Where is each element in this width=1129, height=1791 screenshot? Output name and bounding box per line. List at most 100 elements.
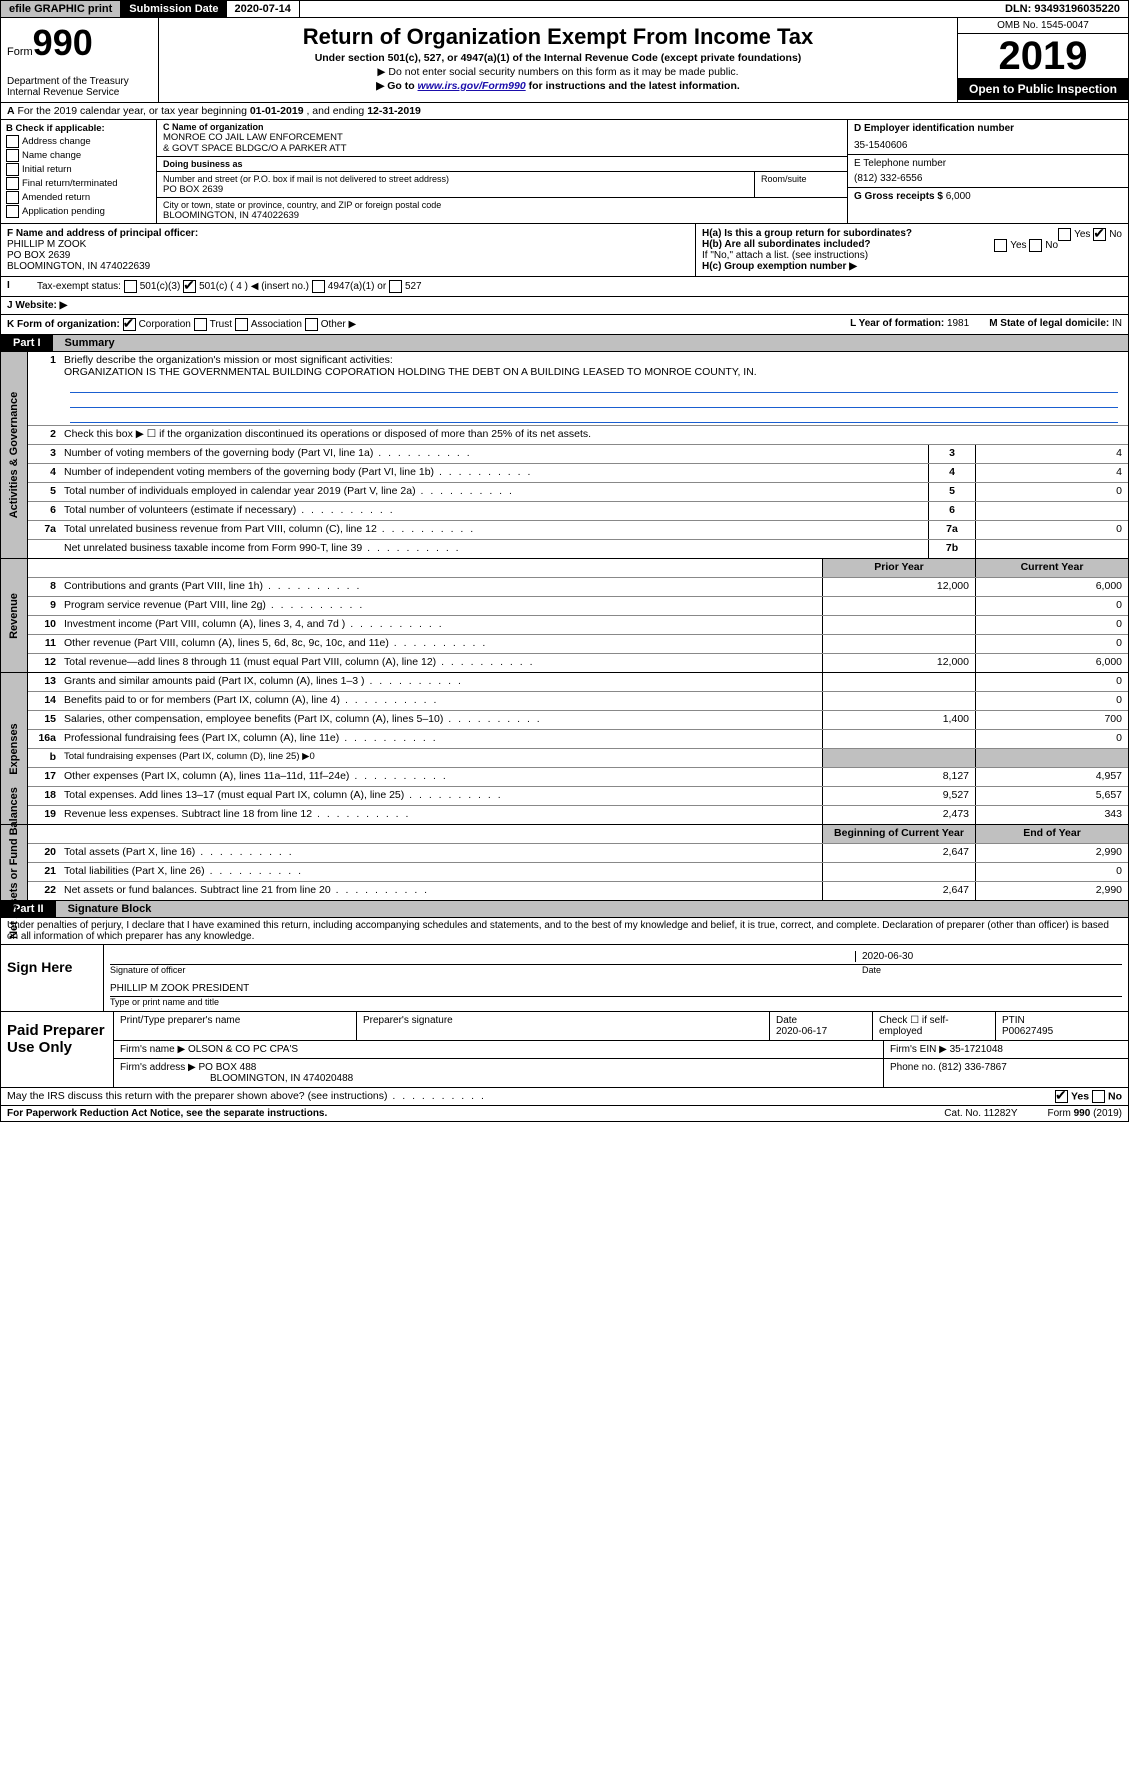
h-column: H(a) Is this a group return for subordin…: [696, 224, 1128, 276]
tax-exempt: Tax-exempt status: 501(c)(3) 501(c) ( 4 …: [31, 277, 1128, 296]
checkbox-icon[interactable]: [123, 318, 136, 331]
irs-link[interactable]: www.irs.gov/Form990: [418, 80, 526, 92]
checkbox-icon[interactable]: [1058, 228, 1071, 241]
footer-cat: Cat. No. 11282Y: [944, 1108, 1017, 1119]
dln: DLN: 93493196035220: [997, 1, 1128, 17]
q1-text: ORGANIZATION IS THE GOVERNMENTAL BUILDIN…: [64, 366, 757, 378]
firm-name: Firm's name ▶ OLSON & CO PC CPA'S: [114, 1041, 884, 1058]
form-number: 990: [33, 22, 93, 63]
b-item[interactable]: Final return/terminated: [6, 177, 151, 190]
line-num: [28, 559, 60, 577]
b-item[interactable]: Application pending: [6, 205, 151, 218]
table-row: 9 Program service revenue (Part VIII, li…: [28, 596, 1128, 615]
table-row: 20 Total assets (Part X, line 16) 2,647 …: [28, 843, 1128, 862]
firm-addr1: PO BOX 488: [199, 1062, 257, 1073]
line-desc: Other revenue (Part VIII, column (A), li…: [60, 635, 822, 653]
tax-year: 2019: [958, 34, 1128, 78]
addr-value: PO BOX 2639: [163, 184, 748, 195]
part1-label: Part I: [1, 335, 53, 351]
gross-label: G Gross receipts $: [854, 191, 943, 202]
b-item[interactable]: Amended return: [6, 191, 151, 204]
efile-button[interactable]: efile GRAPHIC print: [1, 1, 121, 17]
line-num: [28, 540, 60, 558]
arrow2b: for instructions and the latest informat…: [526, 80, 740, 92]
checkbox-icon[interactable]: [305, 318, 318, 331]
prior-value: [822, 597, 975, 615]
city-label: City or town, state or province, country…: [163, 200, 841, 210]
side-text: Net Assets or Fund Balances: [8, 787, 20, 939]
revenue-block: Revenue Prior Year Current Year 8 Contri…: [0, 559, 1129, 673]
line-a: A For the 2019 calendar year, or tax yea…: [0, 103, 1129, 120]
title-box: Return of Organization Exempt From Incom…: [159, 18, 957, 102]
expenses-body: 13 Grants and similar amounts paid (Part…: [28, 673, 1128, 824]
dln-value: 93493196035220: [1034, 3, 1120, 15]
addr-label: Number and street (or P.O. box if mail i…: [163, 174, 748, 184]
checkbox-icon[interactable]: [1055, 1090, 1068, 1103]
paid-label: Paid Preparer Use Only: [1, 1012, 114, 1087]
line-desc: Total number of individuals employed in …: [60, 483, 928, 501]
sig-line2: PHILLIP M ZOOK PRESIDENT: [110, 981, 1122, 997]
b-item[interactable]: Name change: [6, 149, 151, 162]
c-name-block: C Name of organization MONROE CO JAIL LA…: [157, 120, 847, 157]
checkbox-icon[interactable]: [1029, 239, 1042, 252]
table-row: Net unrelated business taxable income fr…: [28, 539, 1128, 558]
grey-cell: [975, 749, 1128, 767]
checkbox-icon[interactable]: [1092, 1090, 1105, 1103]
phone-value: (812) 332-6556: [854, 173, 1122, 184]
checkbox-icon[interactable]: [994, 239, 1007, 252]
table-row: 4 Number of independent voting members o…: [28, 463, 1128, 482]
rev-head: Prior Year Current Year: [28, 559, 1128, 577]
checkbox-icon[interactable]: [6, 149, 19, 162]
prior-value: 12,000: [822, 654, 975, 672]
no-label: No: [1108, 1090, 1122, 1102]
checkbox-icon[interactable]: [124, 280, 137, 293]
b-item[interactable]: Initial return: [6, 163, 151, 176]
line-desc: Salaries, other compensation, employee b…: [60, 711, 822, 729]
prior-value: [822, 730, 975, 748]
blue-rule: [70, 408, 1118, 423]
line-desc: Investment income (Part VIII, column (A)…: [60, 616, 822, 634]
line-num: 9: [28, 597, 60, 615]
sig-officer-label: Signature of officer: [110, 965, 862, 975]
dln-label: DLN:: [1005, 3, 1031, 15]
line-num: 6: [28, 502, 60, 520]
end-value: 0: [975, 863, 1128, 881]
officer-name: PHILLIP M ZOOK: [7, 239, 689, 250]
checkbox-icon[interactable]: [6, 163, 19, 176]
b-item-label: Address change: [22, 136, 91, 147]
table-row: 21 Total liabilities (Part X, line 26) 0: [28, 862, 1128, 881]
sign-body: 2020-06-30 Signature of officer Date PHI…: [104, 945, 1128, 1011]
paid-row1: Print/Type preparer's name Preparer's si…: [114, 1012, 1128, 1041]
checkbox-icon[interactable]: [235, 318, 248, 331]
no-label: No: [1045, 240, 1058, 251]
line-value: 0: [975, 483, 1128, 501]
checkbox-icon[interactable]: [6, 191, 19, 204]
j-row: J Website: ▶: [0, 297, 1129, 315]
city-block: City or town, state or province, country…: [157, 198, 847, 223]
checkbox-icon[interactable]: [194, 318, 207, 331]
hb-label: H(b) Are all subordinates included?: [702, 239, 871, 250]
line-desc: Total revenue—add lines 8 through 11 (mu…: [60, 654, 822, 672]
footer-row: For Paperwork Reduction Act Notice, see …: [0, 1106, 1129, 1122]
checkbox-icon[interactable]: [1093, 228, 1106, 241]
checkbox-icon[interactable]: [6, 205, 19, 218]
omb-box: OMB No. 1545-0047 2019 Open to Public In…: [957, 18, 1128, 102]
prior-value: 8,127: [822, 768, 975, 786]
checkbox-icon[interactable]: [6, 177, 19, 190]
table-row: 3 Number of voting members of the govern…: [28, 444, 1128, 463]
line-desc: Other expenses (Part IX, column (A), lin…: [60, 768, 822, 786]
line-num: 15: [28, 711, 60, 729]
line-desc: Total assets (Part X, line 16): [60, 844, 822, 862]
open-public: Open to Public Inspection: [958, 78, 1128, 100]
checkbox-icon[interactable]: [312, 280, 325, 293]
blue-rule: [70, 393, 1118, 408]
sig-line1: 2020-06-30: [110, 949, 1122, 965]
footer-form: Form 990 (2019): [1048, 1108, 1123, 1119]
sign-here-label: Sign Here: [1, 945, 104, 1011]
form-header: Form990 Department of the Treasury Inter…: [0, 18, 1129, 103]
table-row: 10 Investment income (Part VIII, column …: [28, 615, 1128, 634]
checkbox-icon[interactable]: [6, 135, 19, 148]
b-item[interactable]: Address change: [6, 135, 151, 148]
checkbox-icon[interactable]: [389, 280, 402, 293]
checkbox-icon[interactable]: [183, 280, 196, 293]
